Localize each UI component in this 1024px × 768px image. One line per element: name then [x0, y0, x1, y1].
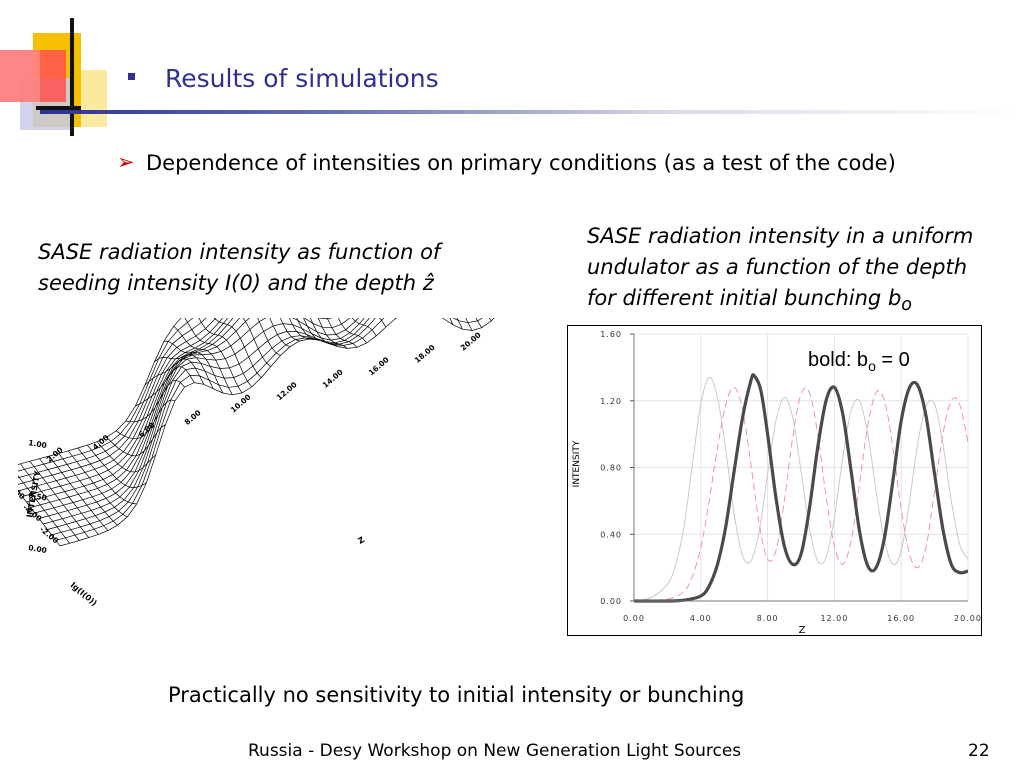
surface-ztick: 0.00 [28, 543, 48, 555]
right-chart-caption: SASE radiation intensity in a uniform un… [587, 221, 1017, 321]
surface-ztick: 0.50 [28, 491, 48, 503]
line-series-dashed [633, 386, 969, 602]
surface-mesh [18, 318, 495, 547]
line-chart-xtick: 8.00 [757, 614, 779, 623]
line-chart-series [633, 373, 969, 603]
conclusion-text: Practically no sensitivity to initial in… [168, 683, 745, 707]
surface-xtick: 8.00 [183, 408, 203, 427]
surface-xtick: 16.00 [367, 355, 391, 377]
line-chart-ytick: 0.00 [600, 597, 622, 606]
surface-xlabel: Z [357, 535, 367, 546]
line-series-thin [633, 376, 969, 602]
right-caption-line3-sub: o [901, 295, 912, 316]
surface-ytick: -6.00 [18, 481, 27, 502]
line-chart-annotation: bold: bo = 0 [808, 349, 910, 374]
line-chart-ytick: 1.20 [600, 397, 622, 406]
right-caption-line3-main: for different initial bunching b [587, 286, 902, 310]
slide-title: Results of simulations [165, 64, 439, 93]
surface-wireframe [18, 318, 495, 547]
left-caption-line2: seeding intensity I(0) and the depth ẑ [38, 271, 434, 295]
surface-axes: 2.004.006.008.0010.0012.0014.0016.0018.0… [18, 330, 483, 607]
deco-vertical-line [70, 18, 74, 136]
page-number: 22 [968, 741, 990, 761]
right-caption-line1: SASE radiation intensity in a uniform [587, 224, 974, 248]
deco-horizontal-line [36, 106, 81, 110]
line-chart-ytick: 0.80 [600, 464, 622, 473]
line-series-bold [633, 373, 969, 603]
line-chart-frame: 0.00 4.00 8.00 12.00 16.00 20.00 0.00 0.40 0.80 1… [567, 325, 982, 636]
surface-xtick: 10.00 [229, 392, 253, 414]
line-chart-xtick: 0.00 [623, 614, 645, 623]
surface-xtick: 14.00 [321, 368, 345, 390]
surface-xtick: 18.00 [413, 343, 437, 365]
right-caption-line2: undulator as a function of the depth [587, 255, 968, 279]
line-chart-xtick: 16.00 [887, 614, 915, 623]
surface-plot: 2.004.006.008.0010.0012.0014.0016.0018.0… [18, 318, 495, 608]
corner-decoration [0, 18, 107, 136]
line-chart-xtick: 20.00 [954, 614, 981, 623]
surface-xtick: 4.00 [91, 433, 111, 452]
arrow-bullet-icon: ➢ [117, 150, 135, 174]
surface-ytick: -2.00 [38, 525, 60, 546]
line-chart-ytick: 1.60 [600, 330, 622, 339]
line-chart-ytick: 0.40 [600, 530, 622, 539]
line-chart: 0.00 4.00 8.00 12.00 16.00 20.00 0.00 0.40 0.80 1… [572, 330, 981, 636]
title-underline [40, 110, 1020, 114]
footer-text: Russia - Desy Workshop on New Generation… [248, 741, 742, 761]
surface-ztick: 1.00 [28, 438, 48, 450]
line-chart-xtick: 4.00 [690, 614, 712, 623]
line-chart-axes: 0.00 4.00 8.00 12.00 16.00 20.00 0.00 0.40 0.80 1… [572, 330, 981, 636]
line-chart-xlabel: Z [799, 625, 806, 635]
surface-xtick: 12.00 [275, 380, 299, 402]
left-chart-caption: SASE radiation intensity as function of … [38, 237, 508, 299]
deco-pink-block [0, 50, 40, 102]
line-chart-ylabel: INTENSITY [572, 440, 582, 487]
deco-pale-yellow-block [81, 70, 107, 127]
line-chart-grid [633, 333, 969, 602]
slide-subtitle: Dependence of intensities on primary con… [146, 151, 896, 175]
right-caption-line3: for different initial bunching bo [587, 283, 1017, 321]
surface-xtick: 20.00 [459, 330, 483, 352]
title-bullet [128, 73, 135, 80]
line-chart-xtick: 12.00 [820, 614, 848, 623]
left-caption-line1: SASE radiation intensity as function of [38, 240, 441, 264]
surface-ylabel: lg(I(0)) [69, 581, 99, 608]
